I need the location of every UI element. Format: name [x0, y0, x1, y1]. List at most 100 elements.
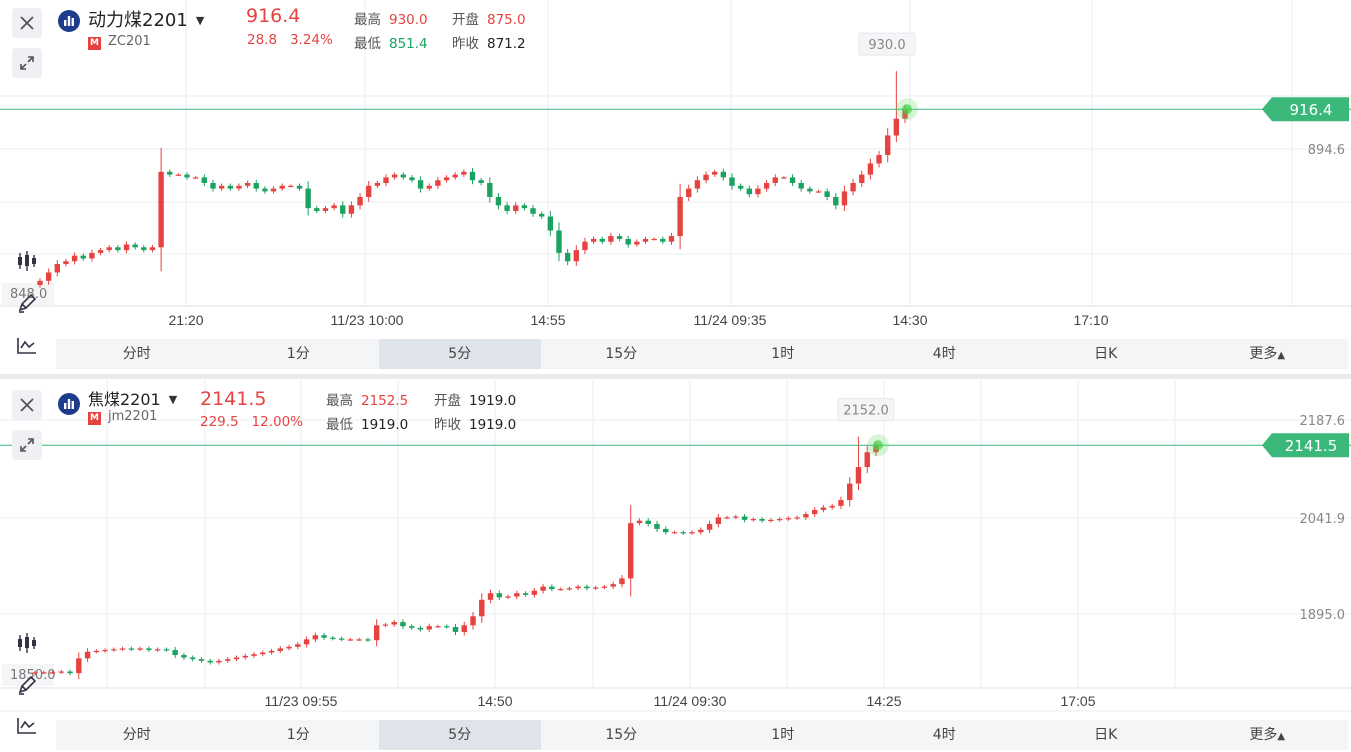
candle-body [314, 208, 320, 211]
chart-panel-thermal-coal: 21:20 11/23 10:00 14:55 11/24 09:35 14:30 17:… [0, 0, 1351, 372]
tab-interval[interactable]: 日K [1094, 346, 1118, 362]
candle-body [724, 517, 730, 519]
candle-body [452, 174, 458, 178]
tab-interval[interactable]: 1分 [286, 346, 310, 362]
tab-interval[interactable]: 1时 [771, 727, 795, 743]
peak-price-label: 2152.0 [843, 404, 889, 419]
current-price-tag-label: 916.4 [1290, 101, 1333, 119]
candle-body [608, 236, 614, 242]
current-price-tag [1262, 433, 1349, 458]
close-button[interactable] [12, 8, 42, 38]
candle-body [207, 660, 213, 663]
tab-interval[interactable]: 4时 [932, 727, 956, 743]
candle-body [295, 644, 301, 647]
stat-prev-close: 昨收 871.2 [452, 36, 526, 52]
candle-body [847, 483, 853, 501]
candle-body [496, 593, 503, 598]
tab-interval-active[interactable]: 5分 [379, 339, 541, 369]
low-price-label: 848.0 [10, 287, 47, 302]
contract-selector[interactable]: 焦煤2201 ▼ [88, 386, 177, 410]
candle-body [521, 205, 528, 209]
candle-body [759, 519, 765, 521]
candle-body [642, 238, 649, 242]
expand-button[interactable] [12, 430, 42, 460]
candle-body [54, 264, 60, 273]
candle-body [426, 185, 432, 189]
tab-interval[interactable]: 1分 [286, 727, 310, 743]
candle-body [478, 180, 484, 183]
candle-body [557, 589, 564, 591]
indicator-icon [17, 718, 36, 734]
candle-body [686, 188, 692, 197]
tab-more[interactable]: 更多▲ [1249, 727, 1286, 743]
indicator-icon [17, 338, 36, 354]
candle-body [417, 627, 424, 630]
candle-body [158, 171, 164, 248]
expand-button[interactable] [12, 48, 42, 78]
draw-pen-icon [18, 293, 37, 313]
y-tick-label: 2041.9 [1300, 512, 1346, 527]
indicator-button[interactable] [10, 710, 44, 740]
candle-body [772, 177, 778, 183]
change-percent: 12.00% [251, 414, 304, 430]
tab-interval[interactable]: 15分 [605, 346, 638, 362]
draw-pen-icon [18, 675, 37, 695]
candle-body [277, 648, 284, 651]
candle-body [251, 654, 257, 656]
tab-interval[interactable]: 4时 [932, 346, 956, 362]
tab-interval[interactable]: 1时 [771, 346, 795, 362]
candle-body [715, 517, 722, 524]
candle-body [233, 657, 240, 660]
candlestick-chart[interactable]: 21:20 11/23 10:00 14:55 11/24 09:35 14:30 17:… [0, 0, 1351, 372]
tab-more[interactable]: 更多▲ [1249, 346, 1286, 362]
candle-body [288, 185, 294, 187]
candle-body [111, 649, 117, 651]
close-button[interactable] [12, 390, 42, 420]
tab-interval[interactable]: 分时 [122, 346, 151, 362]
candle-body [115, 247, 121, 251]
tab-interval[interactable]: 分时 [122, 727, 151, 743]
chart-type-button[interactable] [10, 628, 44, 658]
tab-interval[interactable]: 日K [1094, 727, 1118, 743]
candle-body [426, 626, 432, 630]
candle-body [417, 180, 424, 189]
bar-chart-logo-icon [58, 393, 80, 415]
candle-body [408, 626, 415, 628]
candle-body [149, 247, 156, 251]
candle-body [781, 177, 787, 179]
contract-selector[interactable]: 动力煤2201 ▼ [88, 6, 204, 32]
candle-body [859, 174, 865, 183]
drawing-tool-button[interactable] [10, 288, 44, 318]
candle-body [163, 649, 170, 651]
indicator-button[interactable] [10, 330, 44, 360]
drawing-tool-button[interactable] [10, 670, 44, 700]
interval-tabs: 分时 1分 5分 15分 1时 4时 日K 更多▲ [56, 720, 1348, 750]
candle-body [175, 174, 182, 176]
candle-body [746, 188, 752, 195]
candles [32, 436, 879, 680]
tab-interval-active[interactable]: 5分 [379, 720, 541, 750]
tab-interval[interactable]: 15分 [605, 727, 638, 743]
candle-body [172, 650, 178, 656]
candle-body [340, 205, 346, 214]
candle-body [755, 188, 761, 195]
candle-body [680, 532, 686, 534]
candlestick-chart[interactable]: 11/23 09:55 14:50 11/24 09:30 14:25 17:05 218… [0, 380, 1351, 752]
candle-body [876, 155, 882, 164]
candle-body [564, 252, 571, 262]
x-tick-label: 11/24 09:30 [654, 693, 727, 709]
candle-body [80, 255, 86, 259]
candle-body [750, 519, 757, 521]
candle-body [132, 244, 138, 248]
x-tick-label: 17:05 [1060, 693, 1095, 709]
candle-body [815, 191, 822, 193]
candle-body [590, 238, 597, 242]
candle-body [850, 183, 856, 192]
candle-body [198, 659, 205, 661]
candle-body [627, 523, 634, 579]
x-tick-label: 11/23 09:55 [265, 693, 338, 709]
candle-body [41, 672, 47, 674]
chart-type-button[interactable] [10, 246, 44, 276]
y-tick-label: 2187.6 [1300, 414, 1346, 429]
candle-body [645, 520, 651, 524]
